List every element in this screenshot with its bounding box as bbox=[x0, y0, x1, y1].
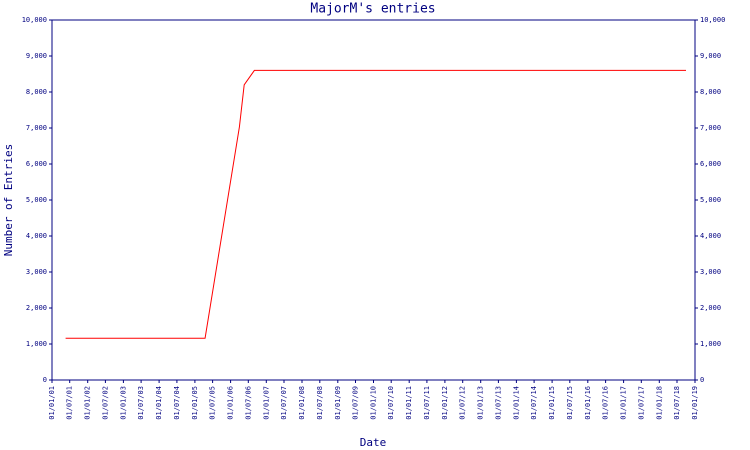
x-tick-label: 01/01/08 bbox=[298, 386, 306, 420]
x-tick-label: 01/07/10 bbox=[387, 386, 395, 420]
x-tick-label: 01/01/13 bbox=[477, 386, 485, 420]
y-tick-label: 0 bbox=[43, 376, 47, 384]
x-tick-label: 01/01/06 bbox=[227, 386, 235, 420]
y2-tick-label: 8,000 bbox=[700, 88, 721, 96]
y2-tick-label: 0 bbox=[700, 376, 704, 384]
y2-tick-label: 6,000 bbox=[700, 160, 721, 168]
x-tick-label: 01/01/17 bbox=[620, 386, 628, 420]
y2-tick-label: 2,000 bbox=[700, 304, 721, 312]
x-tick-label: 01/01/04 bbox=[155, 386, 163, 420]
x-tick-label: 01/07/07 bbox=[280, 386, 288, 420]
y-tick-label: 3,000 bbox=[26, 268, 47, 276]
y2-tick-label: 10,000 bbox=[700, 16, 725, 24]
x-tick-label: 01/07/01 bbox=[66, 386, 74, 420]
y2-tick-label: 9,000 bbox=[700, 52, 721, 60]
chart-title: MajorM's entries bbox=[310, 2, 435, 17]
y-tick-label: 1,000 bbox=[26, 340, 47, 348]
x-tick-label: 01/01/07 bbox=[262, 386, 270, 420]
x-tick-label: 01/07/16 bbox=[602, 386, 610, 420]
data-line bbox=[65, 69, 687, 339]
y2-tick-label: 7,000 bbox=[700, 124, 721, 132]
y-tick-label: 5,000 bbox=[26, 196, 47, 204]
x-tick-label: 01/01/01 bbox=[48, 386, 56, 420]
x-tick-label: 01/01/18 bbox=[655, 386, 663, 420]
x-tick-label: 01/07/05 bbox=[209, 386, 217, 420]
y-tick-label: 7,000 bbox=[26, 124, 47, 132]
x-tick-label: 01/07/13 bbox=[494, 386, 502, 420]
y-tick-label: 9,000 bbox=[26, 52, 47, 60]
x-tick-label: 01/01/09 bbox=[334, 386, 342, 420]
x-tick-label: 01/07/11 bbox=[423, 386, 431, 420]
x-tick-label: 01/01/16 bbox=[584, 386, 592, 420]
x-tick-label: 01/07/02 bbox=[101, 386, 109, 420]
x-tick-label: 01/01/03 bbox=[119, 386, 127, 420]
y2-tick-label: 5,000 bbox=[700, 196, 721, 204]
x-tick-label: 01/07/17 bbox=[637, 386, 645, 420]
x-tick-label: 01/07/14 bbox=[530, 386, 538, 420]
x-axis-label: Date bbox=[360, 436, 387, 449]
y-tick-label: 4,000 bbox=[26, 232, 47, 240]
x-tick-label: 01/07/09 bbox=[352, 386, 360, 420]
x-tick-label: 01/01/12 bbox=[441, 386, 449, 420]
y-axis-label: Number of Entries bbox=[2, 144, 15, 257]
y-tick-label: 6,000 bbox=[26, 160, 47, 168]
x-tick-label: 01/07/06 bbox=[244, 386, 252, 420]
y-tick-label: 2,000 bbox=[26, 304, 47, 312]
x-tick-label: 01/07/03 bbox=[137, 386, 145, 420]
x-tick-label: 01/01/05 bbox=[191, 386, 199, 420]
plot-frame bbox=[51, 19, 696, 381]
x-tick-label: 01/01/14 bbox=[512, 386, 520, 420]
x-tick-label: 01/01/11 bbox=[405, 386, 413, 420]
x-tick-label: 01/01/02 bbox=[84, 386, 92, 420]
x-tick-label: 01/07/15 bbox=[566, 386, 574, 420]
y-tick-label: 8,000 bbox=[26, 88, 47, 96]
x-tick-label: 01/01/10 bbox=[370, 386, 378, 420]
x-tick-label: 01/07/04 bbox=[173, 386, 181, 420]
y2-tick-label: 3,000 bbox=[700, 268, 721, 276]
y2-tick-label: 1,000 bbox=[700, 340, 721, 348]
x-tick-label: 01/01/19 bbox=[691, 386, 699, 420]
x-tick-label: 01/07/12 bbox=[459, 386, 467, 420]
y-tick-label: 10,000 bbox=[22, 16, 47, 24]
x-tick-label: 01/07/08 bbox=[316, 386, 324, 420]
x-tick-label: 01/01/15 bbox=[548, 386, 556, 420]
x-tick-label: 01/07/18 bbox=[673, 386, 681, 420]
y2-tick-label: 4,000 bbox=[700, 232, 721, 240]
